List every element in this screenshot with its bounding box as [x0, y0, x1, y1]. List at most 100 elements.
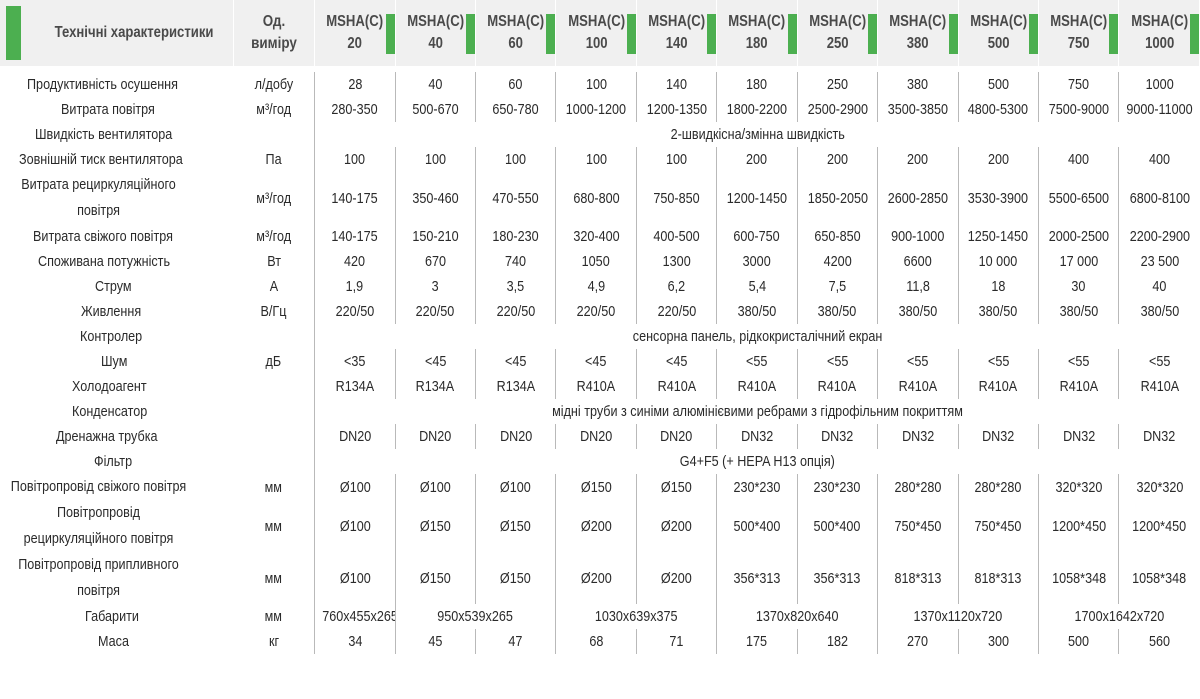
- value-cell: 356*313: [716, 552, 798, 604]
- header-model-accent: [626, 14, 636, 54]
- cell-value: 280*280: [894, 478, 942, 496]
- cell-value: Ø150: [500, 517, 532, 535]
- value-cell: <55: [958, 349, 1039, 374]
- value-cell: 380: [877, 72, 959, 97]
- cell-value: 400: [1148, 151, 1170, 168]
- cell-value: 200: [987, 151, 1009, 168]
- value-cell: 180-230: [475, 224, 557, 249]
- cell-value: Ø100: [339, 569, 371, 587]
- value-cell: 200: [877, 147, 959, 172]
- value-cell: 320*320: [1119, 474, 1200, 500]
- row-unit-cell: А: [233, 274, 316, 299]
- value-cell: 1850-2050: [797, 172, 879, 224]
- value-cell: 380/50: [958, 299, 1039, 324]
- cell-value: 320*320: [1055, 478, 1103, 496]
- cell-value: 1058*348: [1132, 569, 1187, 587]
- header-model-140: MSHA(C) 140: [636, 0, 718, 66]
- row-unit: мм: [265, 517, 283, 535]
- value-cell: <55: [1119, 349, 1200, 374]
- value-cell: Ø150: [475, 500, 557, 552]
- value-cell: 5500-6500: [1038, 172, 1120, 224]
- cell-value: <35: [344, 353, 366, 370]
- value-cell: 270: [877, 629, 959, 654]
- table-row: Повітропровід свіжого повітря мм Ø100 Ø100 Ø…: [0, 474, 1200, 500]
- value-cell: 230*230: [716, 474, 798, 500]
- cell-value: 356*313: [813, 569, 861, 587]
- value-cell: DN32: [797, 424, 879, 449]
- row-unit-cell: В/Гц: [233, 299, 316, 324]
- dimension-group-cell: 1370x1120x720: [877, 604, 1039, 629]
- cell-value: 560: [1148, 633, 1170, 650]
- value-cell: 220/50: [555, 299, 637, 324]
- value-cell: Ø200: [555, 552, 637, 604]
- value-cell: <55: [797, 349, 879, 374]
- value-cell: <35: [314, 349, 396, 374]
- cell-value: 300: [987, 633, 1009, 650]
- value-cell: 5,4: [716, 274, 798, 299]
- value-cell: 750*450: [958, 500, 1039, 552]
- row-name-cell: Контролер: [0, 324, 233, 349]
- value-cell: 100: [555, 72, 637, 97]
- row-name-cell: Габарити: [0, 604, 233, 629]
- header-model-label: MSHA(C) 380: [889, 11, 946, 55]
- cell-value: <45: [424, 353, 447, 370]
- cell-value: 500*400: [733, 517, 781, 535]
- cell-value: DN20: [660, 428, 693, 445]
- table-header-row: Технічні характеристики Од. виміру MSHA(…: [0, 0, 1200, 66]
- header-model-40: MSHA(C) 40: [395, 0, 477, 66]
- table-row: Швидкість вентилятора 2-швидкісна/змінна …: [0, 122, 1200, 147]
- row-unit: А: [269, 278, 278, 295]
- value-cell: Ø200: [636, 552, 718, 604]
- value-cell: 2500-2900: [797, 97, 879, 122]
- row-unit: мм: [265, 569, 283, 587]
- row-name: Габарити: [84, 608, 139, 625]
- spanning-value-cell: сенсорна панель, рідкокристалічний екран: [315, 324, 1200, 349]
- cell-value: 740: [505, 253, 527, 270]
- dimension-value: 1030x639x375: [595, 608, 678, 625]
- value-cell: 30: [1038, 274, 1120, 299]
- value-cell: 280-350: [314, 97, 396, 122]
- header-name: Технічні характеристики: [54, 24, 214, 41]
- row-unit: м³/год: [256, 101, 292, 118]
- value-cell: <55: [877, 349, 959, 374]
- table-row: Повітропровід рециркуляційного повітря мм…: [0, 500, 1200, 552]
- header-model-accent: [466, 14, 475, 54]
- value-cell: 2200-2900: [1119, 224, 1200, 249]
- dimension-value: 1370x820x640: [755, 608, 839, 625]
- value-cell: 670: [395, 249, 477, 274]
- spanning-value-cell: 2-швидкісна/змінна швидкість: [315, 122, 1200, 147]
- value-cell: 2000-2500: [1038, 224, 1120, 249]
- row-name-cell: Повітропровід рециркуляційного повітря: [0, 500, 233, 552]
- cell-value: 3500-3850: [887, 101, 948, 118]
- cell-value: R134A: [416, 378, 455, 395]
- row-unit-cell: Па: [233, 147, 316, 172]
- cell-value: 6800-8100: [1129, 189, 1190, 207]
- cell-value: 1000-1200: [566, 101, 627, 118]
- row-name: Зовнішній тиск вентилятора: [19, 151, 183, 168]
- row-unit-cell: м³/год: [233, 172, 316, 224]
- value-cell: 380/50: [716, 299, 798, 324]
- header-model-60: MSHA(C) 60: [475, 0, 557, 66]
- cell-value: 5500-6500: [1048, 189, 1109, 207]
- cell-value: Ø100: [339, 478, 371, 496]
- value-cell: R410A: [1119, 374, 1200, 399]
- table-row: Продуктивність осушення л/добу 28 40 60 100 14…: [0, 72, 1200, 97]
- cell-value: 60: [508, 76, 523, 93]
- row-name-cell: Повітропровід свіжого повітря: [0, 474, 233, 500]
- row-name: Фільтр: [93, 453, 133, 470]
- header-model-series: MSHA(C): [406, 13, 464, 30]
- cell-value: R410A: [1059, 378, 1098, 395]
- cell-value: 200: [746, 151, 768, 168]
- row-unit-cell: [233, 324, 316, 349]
- value-cell: 818*313: [877, 552, 959, 604]
- cell-value: 1200-1450: [726, 189, 788, 207]
- row-unit: Вт: [266, 253, 281, 270]
- header-model-series: MSHA(C): [889, 13, 947, 30]
- value-cell: 356*313: [797, 552, 879, 604]
- cell-value: <55: [1148, 353, 1171, 370]
- value-cell: 9000-11000: [1119, 97, 1200, 122]
- table-row: Конденсатор мідні труби з синіми алюмініє…: [0, 399, 1200, 424]
- cell-value: 220/50: [335, 303, 375, 320]
- value-cell: DN32: [716, 424, 798, 449]
- cell-value: Ø200: [580, 569, 612, 587]
